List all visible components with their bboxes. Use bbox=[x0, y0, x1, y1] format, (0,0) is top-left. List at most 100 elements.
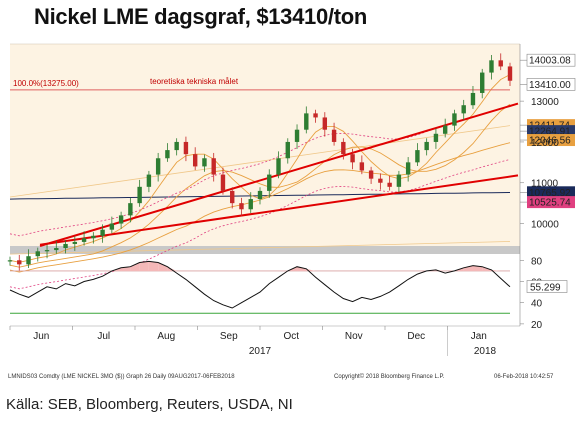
rsi-overbought-fill bbox=[130, 262, 140, 271]
value-tag-label: 10525.74 bbox=[529, 198, 571, 209]
price-candle bbox=[220, 174, 226, 191]
price-candle bbox=[137, 186, 142, 204]
value-tag-label: 13410.00 bbox=[529, 80, 571, 91]
x-axis-month-label: Sep bbox=[220, 331, 238, 342]
price-candle bbox=[433, 133, 439, 142]
rsi-overbought-fill bbox=[148, 261, 159, 271]
price-candle bbox=[183, 141, 189, 155]
x-axis-month-label: Nov bbox=[345, 331, 363, 342]
trendline-shallow bbox=[39, 174, 519, 246]
rsi-overbought-fill bbox=[158, 262, 168, 271]
rsi-overbought-fill bbox=[139, 261, 149, 271]
target-text: teoretiska tekniska målet bbox=[150, 77, 239, 86]
price-candle bbox=[63, 243, 68, 249]
upper-channel-line bbox=[9, 125, 511, 198]
price-candle bbox=[35, 251, 40, 257]
rsi-overbought-fill bbox=[472, 265, 483, 271]
price-candle bbox=[359, 162, 365, 171]
price-candle bbox=[368, 170, 374, 179]
price-candle bbox=[248, 199, 253, 210]
x-axis-year-label: 2017 bbox=[249, 346, 272, 357]
rsi-value-tag bbox=[526, 280, 568, 293]
price-candle bbox=[341, 141, 346, 155]
rsi-y-tick-label: 40 bbox=[531, 299, 543, 310]
x-axis-month-label: Jan bbox=[471, 331, 487, 342]
rsi-value-tag-label: 55.299 bbox=[530, 283, 561, 294]
x-axis-month-label: Jul bbox=[97, 331, 110, 342]
price-candle bbox=[230, 190, 235, 204]
price-candle bbox=[378, 178, 383, 183]
price-candle bbox=[174, 141, 179, 151]
price-candle bbox=[211, 158, 216, 175]
price-candle bbox=[498, 60, 503, 67]
price-candle bbox=[424, 141, 429, 151]
x-axis-month-label: Dec bbox=[407, 331, 425, 342]
moving-average-line bbox=[9, 103, 511, 268]
price-candle bbox=[267, 174, 272, 191]
price-candle bbox=[17, 260, 22, 265]
price-candle bbox=[396, 174, 402, 187]
value-tag bbox=[527, 186, 575, 199]
price-y-tick-label: 11000 bbox=[531, 179, 559, 190]
price-candle bbox=[81, 238, 87, 242]
price-candle bbox=[452, 113, 457, 126]
value-tag-label: 12264.91 bbox=[529, 127, 571, 138]
footer-copyright: Copyright© 2018 Bloomberg Finance L.P. bbox=[334, 373, 445, 380]
price-candle bbox=[7, 260, 13, 262]
price-candle bbox=[257, 190, 263, 200]
lower-channel-line bbox=[9, 241, 511, 255]
price-candle bbox=[350, 154, 355, 163]
x-axis-month-label: Jun bbox=[33, 331, 49, 342]
price-candle bbox=[118, 215, 124, 224]
rsi-y-tick-label: 20 bbox=[531, 320, 543, 331]
price-candle bbox=[415, 150, 420, 163]
bollinger-lower-band bbox=[9, 159, 511, 290]
rsi-overbought-fill bbox=[491, 269, 501, 271]
rsi-y-tick-label: 80 bbox=[531, 256, 543, 267]
price-candle bbox=[313, 113, 318, 118]
rsi-panel bbox=[10, 254, 520, 326]
rsi-overbought-fill bbox=[297, 266, 307, 271]
price-candle bbox=[202, 158, 207, 167]
chart-title: Nickel LME dagsgraf, $13410/ton bbox=[34, 4, 368, 29]
price-candle bbox=[155, 158, 161, 175]
price-y-tick-label: 10000 bbox=[531, 220, 559, 231]
panel-separator bbox=[10, 246, 520, 254]
price-candle bbox=[304, 113, 309, 130]
value-tag bbox=[527, 134, 575, 147]
value-tag-label: 10765.92 bbox=[529, 188, 571, 199]
price-candle bbox=[405, 162, 411, 175]
price-candle bbox=[489, 60, 494, 73]
price-candle bbox=[100, 229, 105, 236]
value-tag-label: 14003.08 bbox=[529, 56, 571, 67]
price-candle bbox=[480, 72, 485, 93]
x-axis-year-label: 2018 bbox=[474, 346, 497, 357]
price-candle bbox=[26, 256, 31, 265]
price-y-tick-label: 13000 bbox=[531, 97, 559, 108]
price-candle bbox=[387, 182, 392, 187]
price-candle bbox=[442, 125, 448, 134]
price-candle bbox=[285, 141, 290, 159]
price-candle bbox=[72, 241, 78, 244]
footer-ticker: LMNIDS03 Comdty (LME NICKEL 3MO ($)) Gra… bbox=[8, 374, 235, 380]
x-axis-month-label: Oct bbox=[283, 331, 299, 342]
rsi-overbought-fill bbox=[463, 265, 473, 271]
price-candle bbox=[54, 248, 59, 251]
value-tag-label: 12046.56 bbox=[529, 136, 571, 147]
price-candle bbox=[146, 174, 152, 187]
price-candle bbox=[461, 105, 466, 114]
price-candle bbox=[91, 235, 96, 239]
price-candle bbox=[294, 129, 300, 142]
value-tag bbox=[527, 196, 575, 209]
price-candle bbox=[109, 223, 115, 230]
price-candle bbox=[331, 129, 337, 142]
price-candle bbox=[192, 154, 198, 167]
x-axis-month-label: Aug bbox=[157, 331, 175, 342]
price-candle bbox=[322, 117, 328, 130]
source-note: Källa: SEB, Bloomberg, Reuters, USDA, NI bbox=[6, 396, 293, 413]
price-candle bbox=[239, 203, 244, 210]
price-candle bbox=[44, 250, 50, 252]
price-candle bbox=[276, 158, 281, 175]
target-label: 100.0%(13275.00) bbox=[13, 79, 79, 88]
